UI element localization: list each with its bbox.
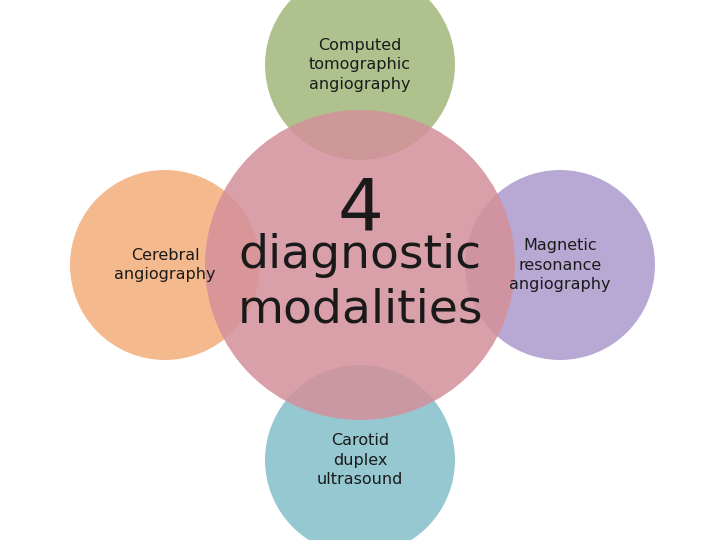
Text: modalities: modalities [238,287,482,333]
Ellipse shape [205,110,515,420]
Text: Cerebral
angiography: Cerebral angiography [114,248,216,282]
Ellipse shape [265,0,455,160]
Ellipse shape [70,170,260,360]
Text: Carotid
duplex
ultrasound: Carotid duplex ultrasound [317,433,403,487]
Text: Computed
tomographic
angiography: Computed tomographic angiography [309,38,411,92]
Text: diagnostic: diagnostic [238,233,482,278]
Ellipse shape [465,170,655,360]
Text: Magnetic
resonance
angiography: Magnetic resonance angiography [509,238,611,292]
Ellipse shape [265,365,455,540]
Text: 4: 4 [337,176,383,245]
